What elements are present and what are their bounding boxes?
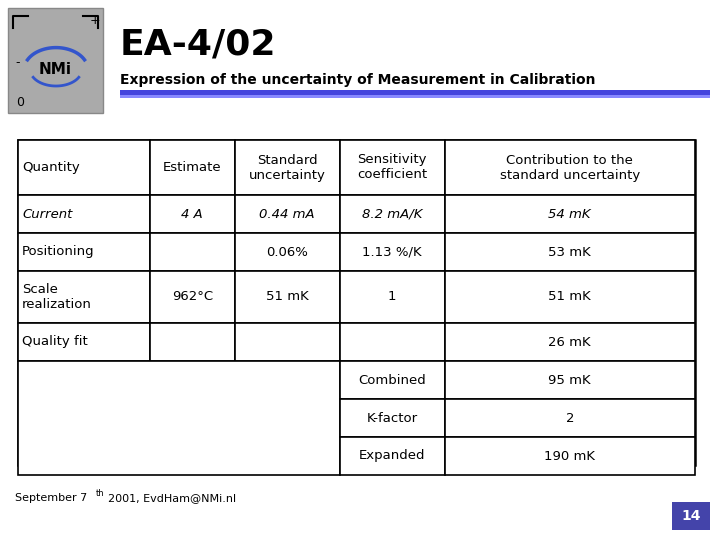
Bar [444, 437, 695, 475]
Bar [340, 361, 444, 399]
Text: Expression of the uncertainty of Measurement in Calibration: Expression of the uncertainty of Measure… [120, 73, 595, 87]
Bar [235, 195, 340, 233]
Text: 53 mK: 53 mK [549, 246, 591, 259]
Bar [340, 140, 444, 195]
Bar [444, 361, 695, 399]
Bar [18, 271, 150, 323]
Text: Quality fit: Quality fit [22, 335, 88, 348]
Bar [150, 233, 235, 271]
Text: Positioning: Positioning [22, 246, 94, 259]
Text: 0.06%: 0.06% [266, 246, 308, 259]
Text: Scale
realization: Scale realization [22, 283, 92, 311]
Bar [18, 140, 695, 465]
Text: +: + [90, 14, 100, 26]
Text: 14: 14 [681, 509, 701, 523]
Bar [120, 95, 710, 98]
Bar [444, 140, 695, 195]
Text: 1.13 %/K: 1.13 %/K [362, 246, 422, 259]
Text: Quantity: Quantity [22, 161, 80, 174]
Bar [235, 140, 340, 195]
Text: Current: Current [22, 207, 73, 220]
Bar [150, 195, 235, 233]
Text: 2: 2 [565, 411, 574, 424]
Bar [340, 399, 444, 437]
Text: Standard
uncertainty: Standard uncertainty [248, 153, 325, 181]
Bar [444, 323, 695, 361]
Bar [235, 323, 340, 361]
Text: Estimate: Estimate [163, 161, 222, 174]
Text: th: th [96, 489, 104, 497]
Bar [235, 271, 340, 323]
Text: 51 mK: 51 mK [549, 291, 591, 303]
Bar [150, 323, 235, 361]
Bar [444, 195, 695, 233]
Text: 0.44 mA: 0.44 mA [259, 207, 315, 220]
Bar [120, 90, 710, 95]
Text: Contribution to the
standard uncertainty: Contribution to the standard uncertainty [500, 153, 640, 181]
Bar [18, 140, 150, 195]
Text: 0: 0 [16, 97, 24, 110]
Text: K-factor: K-factor [366, 411, 418, 424]
Bar [340, 323, 444, 361]
Bar [672, 502, 710, 530]
Bar [444, 271, 695, 323]
Bar [340, 195, 444, 233]
Text: Sensitivity
coefficient: Sensitivity coefficient [357, 153, 427, 181]
Text: 8.2 mA/K: 8.2 mA/K [361, 207, 423, 220]
Bar [18, 233, 150, 271]
Bar [444, 399, 695, 437]
Bar [8, 8, 103, 113]
Bar [18, 361, 340, 475]
Text: Combined: Combined [358, 374, 426, 387]
Text: 51 mK: 51 mK [266, 291, 308, 303]
Bar [150, 271, 235, 323]
Text: Expanded: Expanded [359, 449, 426, 462]
Text: NMi: NMi [39, 63, 72, 78]
Text: 95 mK: 95 mK [549, 374, 591, 387]
Text: 1: 1 [388, 291, 396, 303]
Text: 2001, EvdHam@NMi.nl: 2001, EvdHam@NMi.nl [108, 493, 236, 503]
Text: 26 mK: 26 mK [549, 335, 591, 348]
Text: 962°C: 962°C [172, 291, 213, 303]
Bar [18, 195, 150, 233]
Text: September 7: September 7 [15, 493, 87, 503]
Bar [235, 233, 340, 271]
Bar [340, 233, 444, 271]
Text: 190 mK: 190 mK [544, 449, 595, 462]
Text: EA-4/02: EA-4/02 [120, 28, 276, 62]
Bar [444, 233, 695, 271]
Bar [150, 140, 235, 195]
Bar [340, 437, 444, 475]
Text: 54 mK: 54 mK [549, 207, 591, 220]
Text: 4 A: 4 A [181, 207, 203, 220]
Bar [18, 323, 150, 361]
Bar [340, 271, 444, 323]
Text: -: - [16, 57, 20, 70]
